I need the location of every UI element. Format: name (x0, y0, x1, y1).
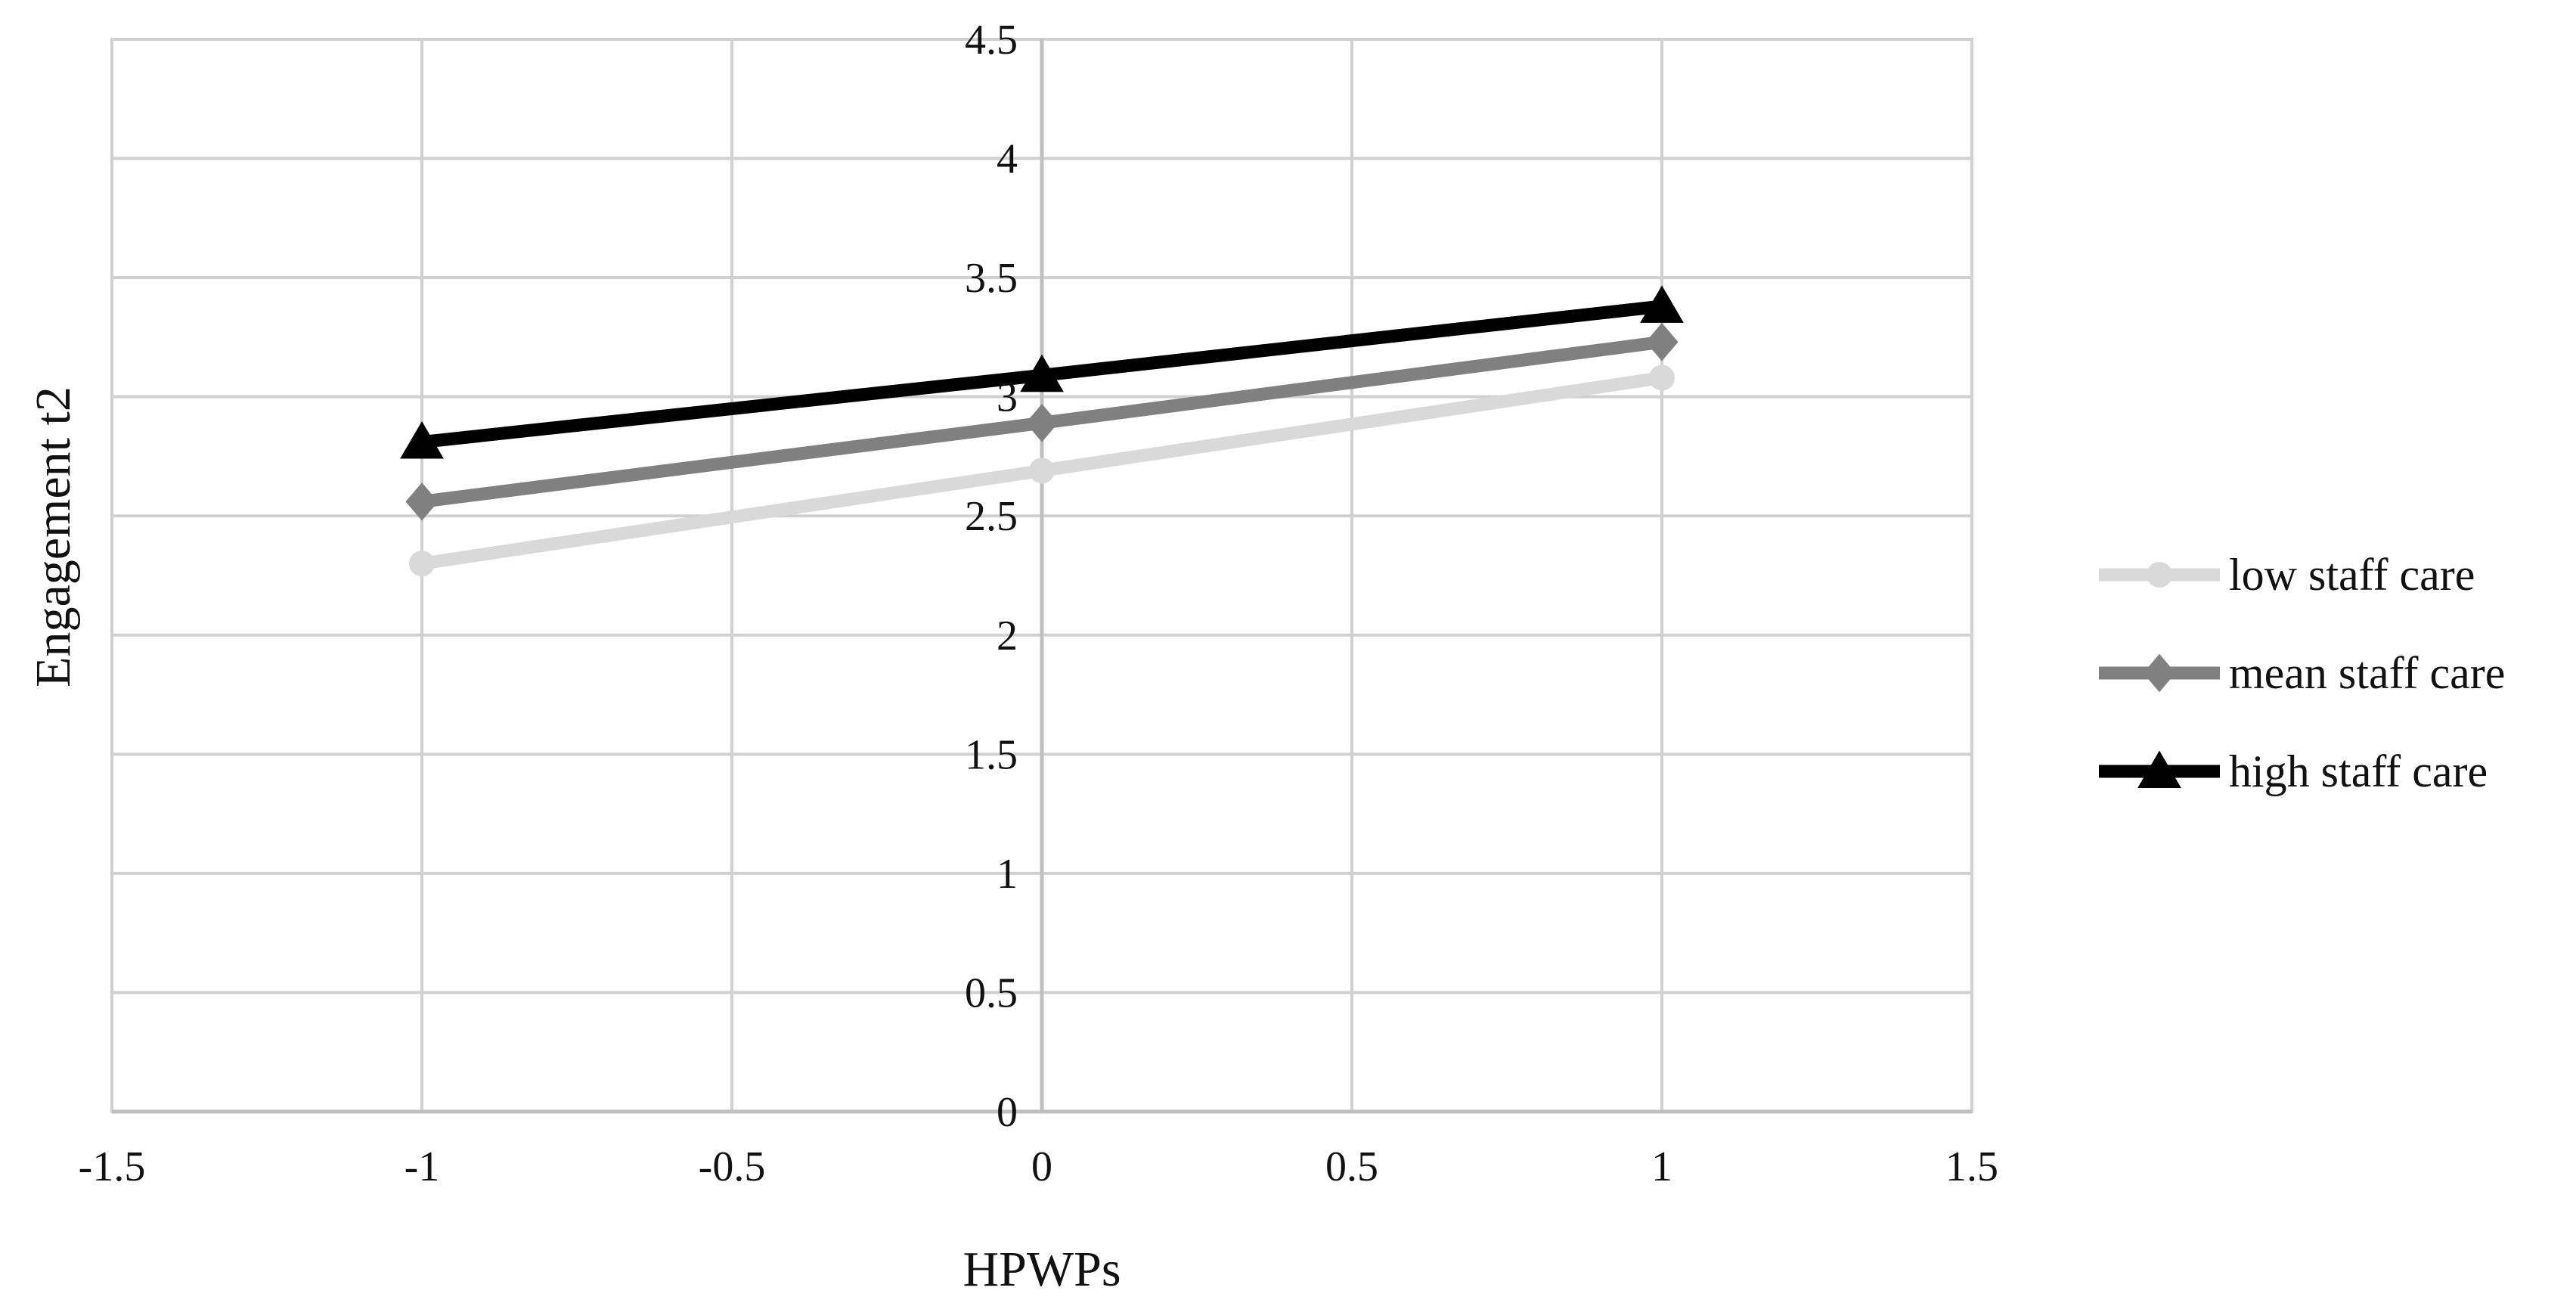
legend-item: mean staff care (2099, 648, 2505, 698)
series-layer (400, 285, 1684, 577)
legend-marker (2147, 562, 2172, 588)
series-diamond (405, 322, 1679, 521)
x-tick-label: 1 (1651, 1143, 1672, 1190)
y-tick-label: 2.5 (965, 493, 1018, 540)
data-point (1025, 404, 1059, 442)
legend-marker (2143, 653, 2176, 693)
y-tick-label: 4 (997, 136, 1018, 183)
legend-label: mean staff care (2229, 648, 2505, 698)
y-tick-label: 3.5 (965, 255, 1018, 302)
y-tick-label: 3 (997, 374, 1018, 421)
data-point (1640, 285, 1684, 323)
y-tick-label: 0.5 (965, 969, 1018, 1016)
axes (112, 39, 1972, 1114)
x-tick-label: -1 (405, 1143, 440, 1190)
y-tick-labels: 0 0.5 1 1.5 2 2.5 3 3.5 4 4.5 (965, 17, 1018, 1136)
y-tick-label: 4.5 (965, 17, 1018, 64)
legend: low staff care mean staff care high staff … (2099, 550, 2505, 796)
series-circle (409, 365, 1675, 577)
x-tick-label: -0.5 (699, 1143, 766, 1190)
data-point (1649, 365, 1675, 391)
legend-label: high staff care (2229, 746, 2488, 796)
series-triangle (400, 285, 1684, 459)
x-axis-title: HPWPs (963, 1242, 1121, 1297)
y-tick-label: 1.5 (965, 731, 1018, 778)
x-tick-label: 1.5 (1945, 1143, 1998, 1190)
legend-label: low staff care (2229, 550, 2475, 600)
y-tick-label: 1 (997, 851, 1018, 898)
data-point (1020, 354, 1064, 392)
data-point (405, 482, 439, 521)
legend-item: low staff care (2099, 550, 2475, 600)
y-axis-title: Engagement t2 (26, 386, 81, 687)
legend-marker (2137, 750, 2181, 788)
legend-item: high staff care (2099, 746, 2488, 796)
x-tick-label: 0.5 (1325, 1143, 1378, 1190)
x-tick-label: 0 (1031, 1143, 1052, 1190)
x-tick-label: -1.5 (79, 1143, 146, 1190)
data-point (1645, 322, 1679, 361)
y-tick-label: 2 (997, 613, 1018, 659)
data-point (409, 551, 435, 577)
data-point (400, 421, 444, 459)
y-tick-label: 0 (997, 1089, 1018, 1136)
x-tick-labels: -1.5 -1 -0.5 0 0.5 1 1.5 (79, 1143, 1998, 1190)
data-point (1029, 458, 1055, 484)
